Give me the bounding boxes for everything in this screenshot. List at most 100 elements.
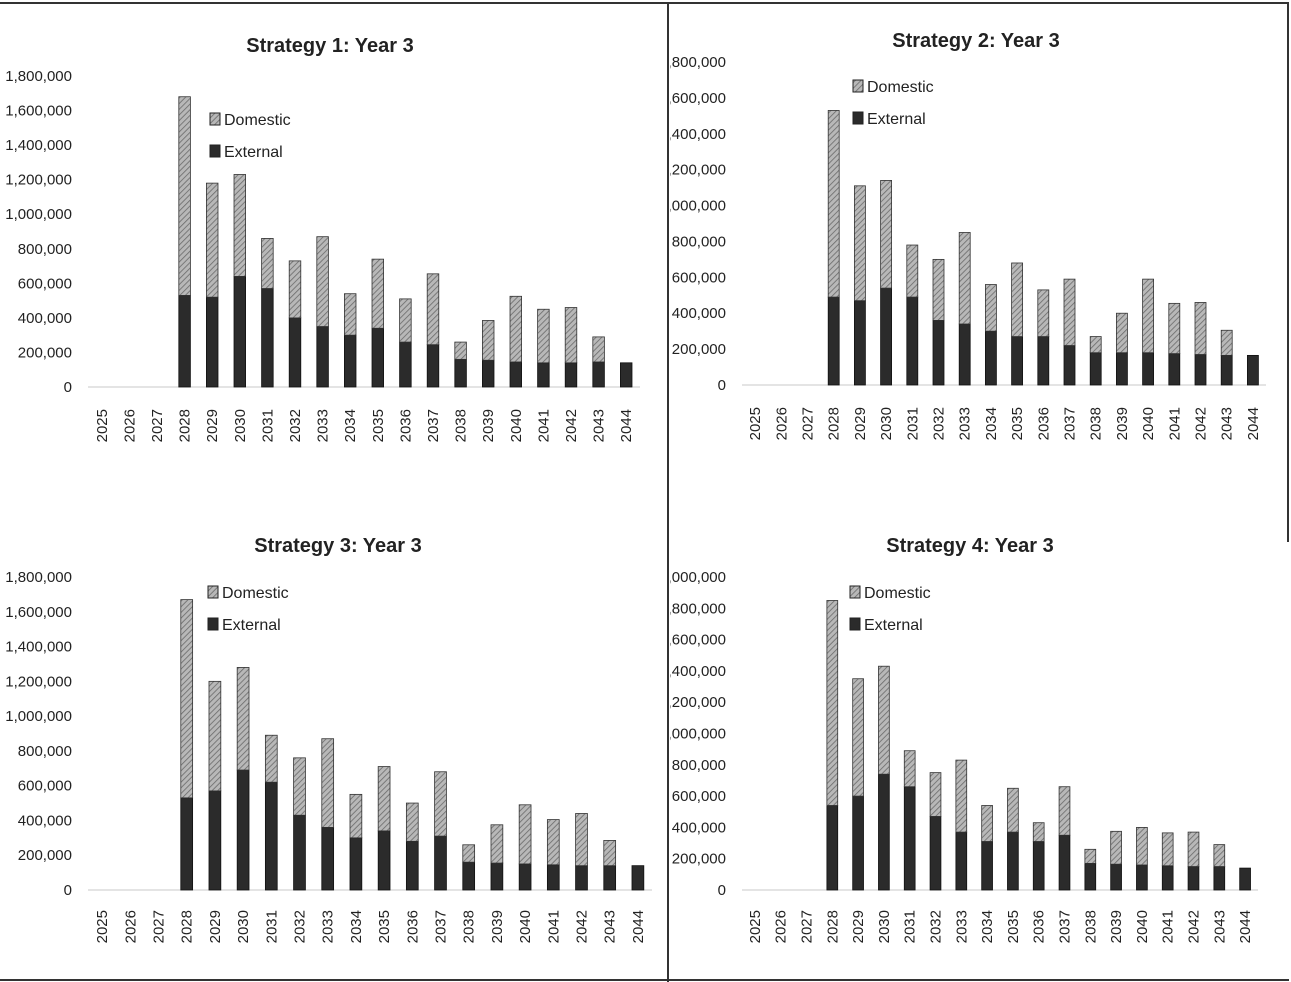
y-tick-label: 600,000 <box>18 778 72 795</box>
y-tick-label: 0 <box>64 379 72 396</box>
bar-external-2031 <box>903 786 916 891</box>
bar-domestic-2033 <box>958 232 971 325</box>
y-tick-label: 800,000 <box>18 241 72 258</box>
bar-domestic-2042 <box>564 307 578 364</box>
bar-external-2039 <box>490 862 504 891</box>
y-tick-label: 1,200,000 <box>670 162 726 179</box>
x-tick-label: 2031 <box>259 409 276 442</box>
x-tick-label: 2035 <box>376 910 393 943</box>
y-tick-label: 600,000 <box>672 788 726 805</box>
bar-domestic-2036 <box>405 802 419 842</box>
bar-domestic-2029 <box>852 678 864 797</box>
bar-external-2030 <box>880 287 893 386</box>
bar-external-2038 <box>454 358 467 388</box>
bar-external-2037 <box>426 344 440 388</box>
x-tick-label: 2035 <box>1009 407 1026 440</box>
y-tick-label: 0 <box>718 882 726 899</box>
legend-label-external: External <box>864 617 923 634</box>
bar-domestic-2036 <box>1032 822 1045 842</box>
x-tick-label: 2040 <box>1140 407 1157 440</box>
x-tick-label: 2026 <box>122 910 139 943</box>
bar-external-2040 <box>1142 352 1155 386</box>
bar-external-2031 <box>906 296 919 386</box>
x-tick-label: 2032 <box>292 910 309 943</box>
bar-domestic-2034 <box>984 284 997 332</box>
legend-swatch-domestic <box>852 79 864 93</box>
bar-domestic-2033 <box>321 738 335 828</box>
bar-external-2040 <box>518 863 532 891</box>
y-tick-label: 600,000 <box>18 275 72 292</box>
bar-domestic-2028 <box>827 110 840 298</box>
x-tick-label: 2033 <box>957 407 974 440</box>
bar-domestic-2036 <box>399 298 412 343</box>
x-tick-label: 2036 <box>1035 407 1052 440</box>
bar-external-2035 <box>1011 336 1024 386</box>
bar-external-2031 <box>264 781 278 891</box>
bar-external-2041 <box>1168 353 1181 386</box>
y-tick-label: 1,000,000 <box>5 708 72 725</box>
x-tick-label: 2044 <box>1245 407 1262 440</box>
frame-right-line <box>1287 2 1289 542</box>
bar-external-2029 <box>852 795 864 891</box>
bar-external-2041 <box>546 864 560 891</box>
x-tick-label: 2025 <box>747 407 764 440</box>
legend-label-domestic: Domestic <box>864 585 931 602</box>
y-tick-label: 200,000 <box>18 344 72 361</box>
legend-label-domestic: Domestic <box>224 112 291 129</box>
bar-external-2042 <box>575 865 588 891</box>
y-tick-label: 1,200,000 <box>5 673 72 690</box>
bar-domestic-2028 <box>180 599 194 799</box>
x-tick-label: 2042 <box>1193 407 1210 440</box>
bar-external-2029 <box>206 296 219 388</box>
chart-title: Strategy 4: Year 3 <box>886 535 1054 557</box>
y-tick-label: 800,000 <box>672 757 726 774</box>
bar-external-2030 <box>236 769 250 891</box>
bar-external-2038 <box>1089 352 1102 386</box>
bar-external-2036 <box>399 341 412 388</box>
x-tick-label: 2028 <box>179 910 196 943</box>
x-tick-label: 2044 <box>630 910 647 943</box>
x-tick-label: 2032 <box>928 910 945 943</box>
x-tick-label: 2034 <box>983 407 1000 440</box>
bar-domestic-2034 <box>344 293 357 336</box>
bar-domestic-2043 <box>603 840 617 867</box>
bar-domestic-2038 <box>454 341 467 360</box>
bar-domestic-2037 <box>434 771 447 837</box>
bar-external-2030 <box>878 773 890 891</box>
y-tick-label: 1,600,000 <box>670 632 726 649</box>
bar-external-2042 <box>1194 354 1207 386</box>
legend-swatch-external <box>852 111 864 125</box>
chart-panel-3: Strategy 3: Year 3 0 200,000 400,000 600,000… <box>5 535 652 943</box>
x-tick-label: 2028 <box>824 910 841 943</box>
chart-title: Strategy 1: Year 3 <box>246 35 414 57</box>
y-tick-label: 400,000 <box>18 812 72 829</box>
bar-domestic-2039 <box>1110 830 1122 865</box>
frame-vertical-divider <box>667 2 669 982</box>
bar-domestic-2038 <box>1089 336 1102 354</box>
bar-external-2042 <box>564 362 578 388</box>
x-tick-label: 2037 <box>1057 910 1074 943</box>
x-tick-label: 2035 <box>370 409 387 442</box>
bar-domestic-2029 <box>206 182 219 298</box>
x-tick-label: 2041 <box>545 910 562 943</box>
x-tick-label: 2037 <box>425 409 442 442</box>
bar-domestic-2029 <box>208 680 222 792</box>
x-tick-label: 2025 <box>94 910 111 943</box>
y-tick-label: 1,000,000 <box>670 726 726 743</box>
x-tick-label: 2038 <box>1088 407 1105 440</box>
x-tick-label: 2033 <box>320 910 337 943</box>
bar-domestic-2043 <box>1213 844 1226 867</box>
chart-title: Strategy 3: Year 3 <box>254 535 422 557</box>
legend-swatch-domestic <box>209 112 221 126</box>
x-tick-label: 2043 <box>1211 910 1228 943</box>
x-tick-label: 2025 <box>747 910 764 943</box>
bar-domestic-2034 <box>349 793 363 839</box>
bar-external-2036 <box>1032 841 1045 891</box>
bar-external-2032 <box>932 319 945 386</box>
x-tick-label: 2042 <box>574 910 591 943</box>
bar-external-2034 <box>344 334 357 388</box>
x-tick-label: 2036 <box>1031 910 1048 943</box>
y-tick-label: 400,000 <box>18 310 72 327</box>
legend-label-external: External <box>224 144 283 161</box>
x-tick-label: 2026 <box>773 910 790 943</box>
